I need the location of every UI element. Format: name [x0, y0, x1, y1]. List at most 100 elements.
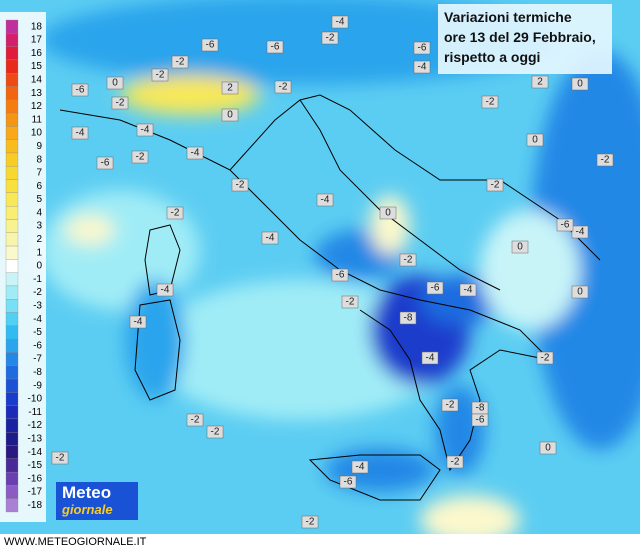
map-label: 2	[537, 77, 543, 88]
label-box	[156, 283, 174, 297]
label-box	[131, 150, 149, 164]
label-box	[531, 75, 549, 89]
map-label: 0	[577, 79, 583, 90]
legend-label: 10	[31, 128, 43, 139]
map-label: -4	[356, 462, 365, 473]
label-box	[231, 178, 249, 192]
legend-label: -17	[28, 487, 43, 498]
label-box	[421, 351, 439, 365]
legend-swatch	[5, 338, 19, 353]
label-box	[379, 206, 397, 220]
map-label: -6	[431, 283, 440, 294]
label-box	[556, 218, 574, 232]
map-label: -2	[601, 155, 610, 166]
label-box	[539, 441, 557, 455]
map-label: -6	[344, 477, 353, 488]
map-label: 0	[532, 135, 538, 146]
legend-swatch	[5, 471, 19, 486]
map-label: 0	[385, 208, 391, 219]
label-box	[596, 153, 614, 167]
legend-label: 2	[36, 234, 42, 245]
title-box	[438, 4, 612, 74]
map-label: 2	[227, 83, 233, 94]
label-box	[351, 460, 369, 474]
legend-label: -18	[28, 500, 43, 511]
label-box	[486, 178, 504, 192]
label-box	[166, 206, 184, 220]
legend-label: -2	[33, 287, 42, 298]
legend-label: 6	[36, 181, 42, 192]
legend-swatch	[5, 299, 19, 313]
legend-swatch	[5, 232, 19, 247]
label-box	[536, 351, 554, 365]
label-box	[171, 55, 189, 69]
legend-swatch	[5, 285, 19, 300]
legend-swatch	[5, 219, 19, 233]
map-label: -6	[336, 270, 345, 281]
map-label: 0	[577, 287, 583, 298]
map-label: -2	[236, 180, 245, 191]
legend-swatch	[5, 166, 19, 180]
legend-label: -10	[28, 394, 43, 405]
legend-label: 15	[31, 61, 43, 72]
legend-swatch	[5, 485, 19, 499]
map-label: -2	[191, 415, 200, 426]
legend-swatch	[5, 259, 19, 273]
legend-swatch	[5, 432, 19, 446]
legend-swatch	[5, 33, 19, 47]
legend-swatch	[5, 192, 19, 207]
legend-swatch	[5, 325, 19, 340]
legend-swatch	[5, 73, 19, 87]
logo-line1: Meteo	[62, 483, 111, 502]
map-label: -6	[476, 415, 485, 426]
label-box	[316, 193, 334, 207]
legend-label: -13	[28, 434, 43, 445]
legend-label: -6	[33, 340, 42, 351]
map-label: -4	[134, 317, 143, 328]
legend-label: 9	[36, 141, 42, 152]
map-label: -2	[306, 517, 315, 528]
map-label: -2	[346, 297, 355, 308]
label-box	[339, 475, 357, 489]
map-label: -8	[404, 313, 413, 324]
legend-label: -4	[33, 314, 42, 325]
legend-label: -9	[33, 380, 42, 391]
legend-label: -8	[33, 367, 42, 378]
map-label: -2	[56, 453, 65, 464]
legend-label: 16	[31, 48, 43, 59]
legend-label: 13	[31, 88, 43, 99]
legend-label: 3	[36, 221, 42, 232]
label-box	[426, 281, 444, 295]
label-box	[571, 285, 589, 299]
legend-label: 7	[36, 168, 42, 179]
legend-swatch	[5, 498, 19, 513]
label-box	[71, 83, 89, 97]
legend-label: 0	[36, 261, 42, 272]
legend-swatch	[5, 445, 19, 459]
label-box	[341, 295, 359, 309]
legend-label: -12	[28, 420, 43, 431]
legend-swatch	[5, 152, 19, 167]
legend-swatch	[5, 365, 19, 380]
map-label: -2	[279, 82, 288, 93]
label-box	[221, 81, 239, 95]
legend-swatch	[5, 126, 19, 140]
map-label: 0	[227, 110, 233, 121]
map-label: -2	[211, 427, 220, 438]
label-box	[274, 80, 292, 94]
legend-swatch	[5, 458, 19, 473]
label-box	[571, 77, 589, 91]
legend-label: 5	[36, 194, 42, 205]
legend-swatch	[5, 392, 19, 406]
label-box	[266, 40, 284, 54]
map-label: -2	[446, 400, 455, 411]
title-line: ore 13 del 29 Febbraio,	[444, 29, 596, 45]
map-label: -2	[171, 208, 180, 219]
map-label: -4	[321, 195, 330, 206]
map-label: -2	[486, 97, 495, 108]
map-label: -6	[101, 158, 110, 169]
map-label: -4	[418, 62, 427, 73]
label-box	[71, 126, 89, 140]
footer-bar	[0, 534, 640, 549]
label-box	[413, 60, 431, 74]
